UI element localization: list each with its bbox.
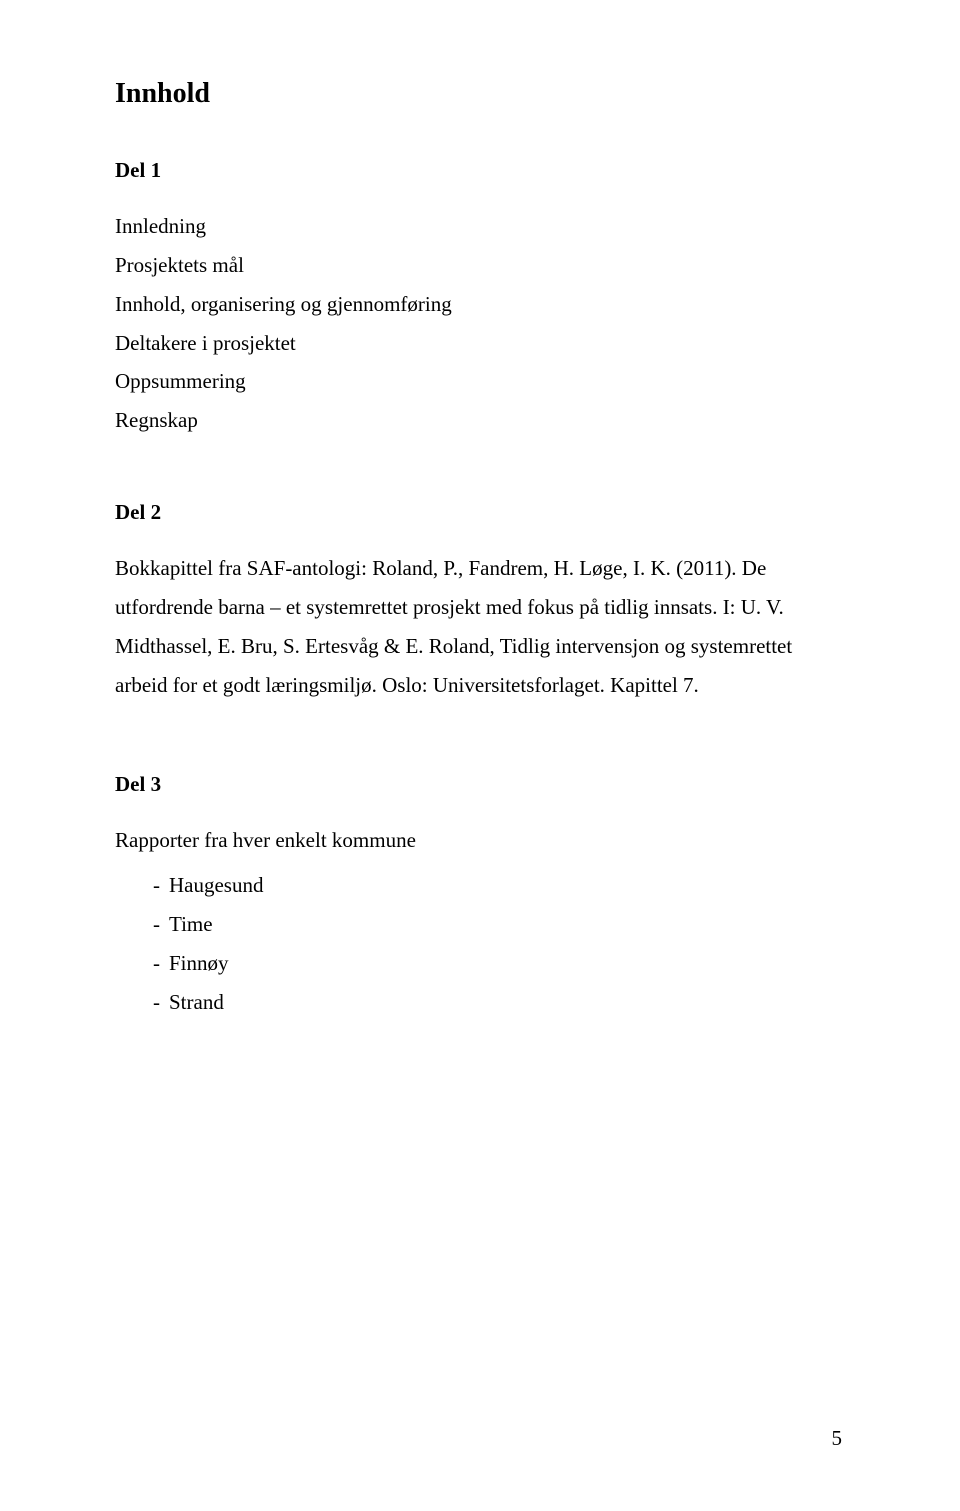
del3-intro: Rapporter fra hver enkelt kommune xyxy=(115,821,845,860)
page-title: Innhold xyxy=(115,78,845,110)
list-item: - Haugesund xyxy=(115,866,845,905)
bullet-dash-icon: - xyxy=(115,944,169,983)
del1-line: Deltakere i prosjektet xyxy=(115,324,845,363)
list-item: - Finnøy xyxy=(115,944,845,983)
del1-line: Innledning xyxy=(115,207,845,246)
del1-heading: Del 1 xyxy=(115,158,845,183)
bullet-label: Finnøy xyxy=(169,944,229,983)
del3-bullet-list: - Haugesund - Time - Finnøy - Strand xyxy=(115,866,845,1021)
del2-heading: Del 2 xyxy=(115,500,845,525)
del2-paragraph: Bokkapittel fra SAF-antologi: Roland, P.… xyxy=(115,549,845,704)
bullet-dash-icon: - xyxy=(115,983,169,1022)
list-item: - Strand xyxy=(115,983,845,1022)
list-item: - Time xyxy=(115,905,845,944)
page-number: 5 xyxy=(832,1426,843,1451)
del1-line: Innhold, organisering og gjennomføring xyxy=(115,285,845,324)
del1-line: Oppsummering xyxy=(115,362,845,401)
bullet-label: Time xyxy=(169,905,213,944)
bullet-dash-icon: - xyxy=(115,866,169,905)
bullet-label: Strand xyxy=(169,983,224,1022)
bullet-dash-icon: - xyxy=(115,905,169,944)
del1-line: Regnskap xyxy=(115,401,845,440)
bullet-label: Haugesund xyxy=(169,866,263,905)
del3-heading: Del 3 xyxy=(115,772,845,797)
del1-line: Prosjektets mål xyxy=(115,246,845,285)
